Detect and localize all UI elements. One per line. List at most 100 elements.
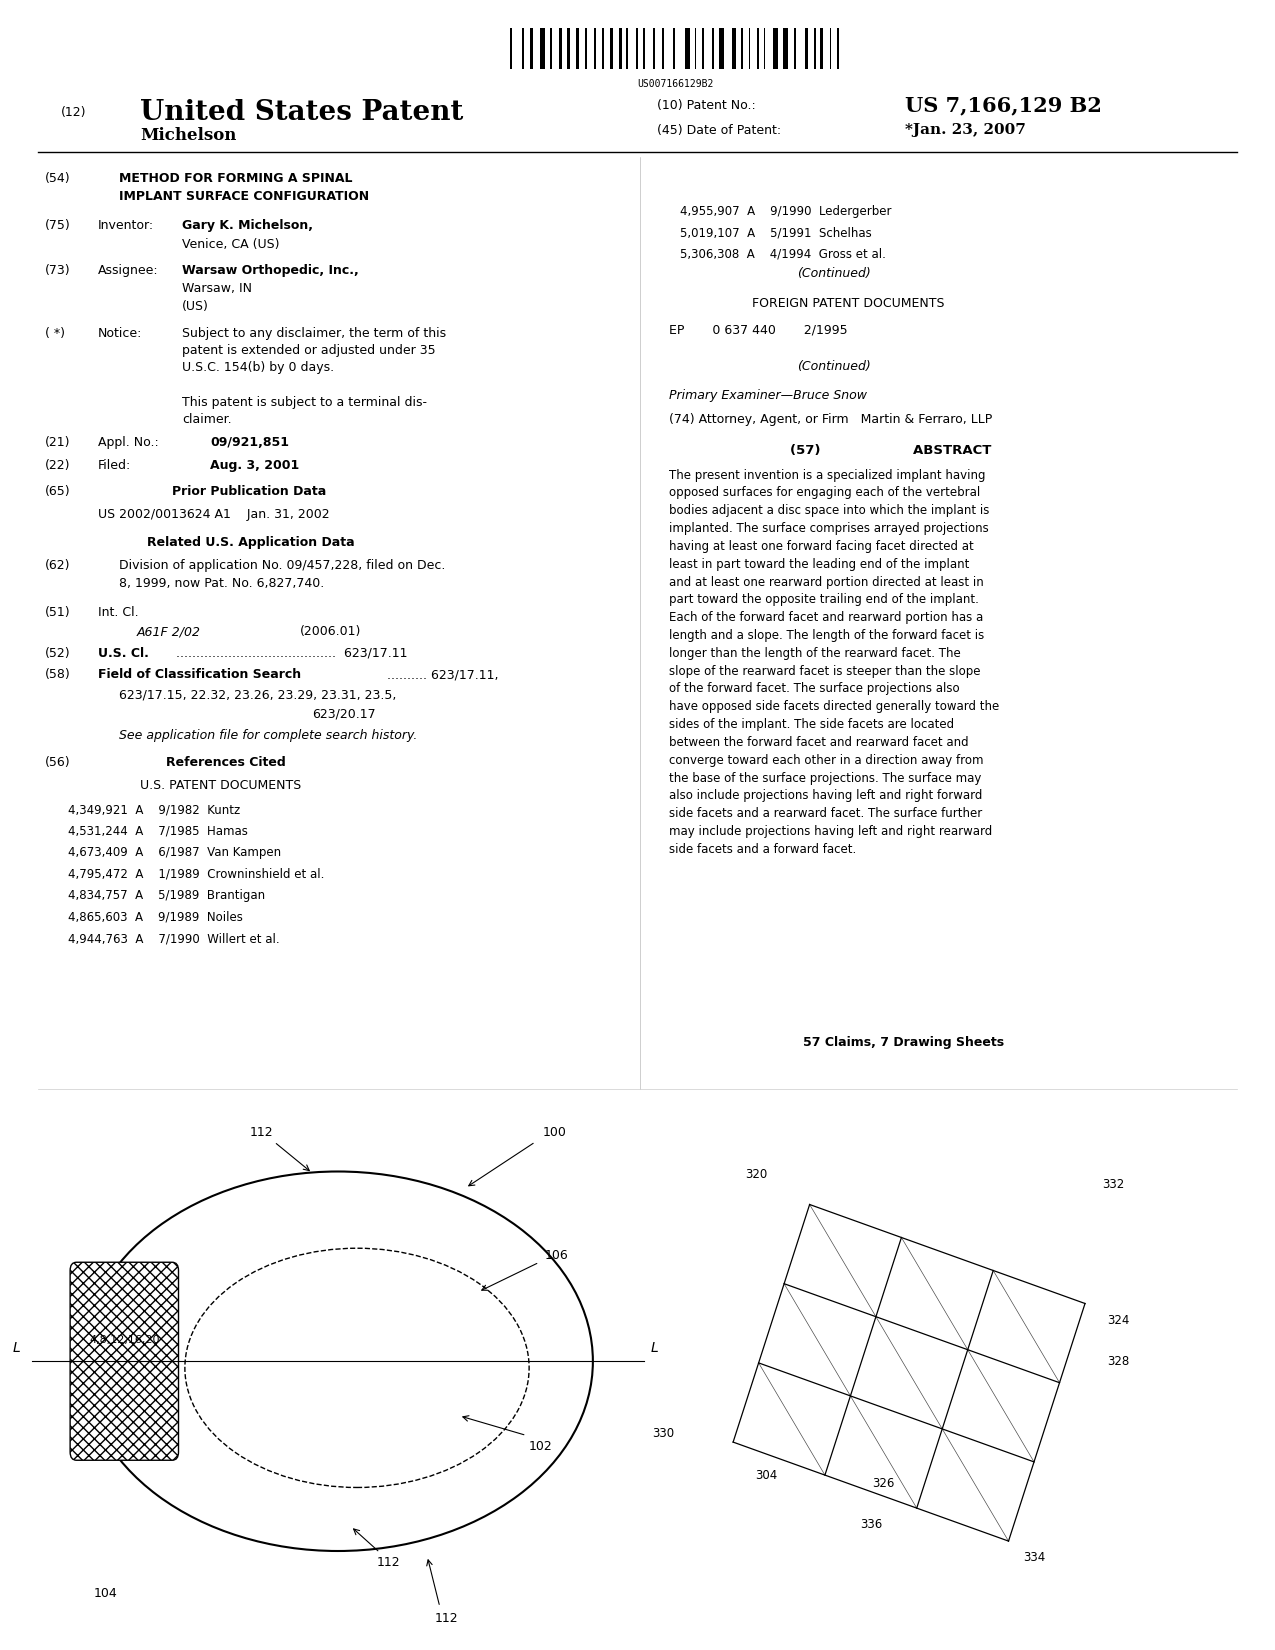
Text: (10) Patent No.:: (10) Patent No.: [657,99,755,112]
Text: may include projections having left and right rearward: may include projections having left and … [669,825,993,838]
Text: 4,8,12,16,20: 4,8,12,16,20 [89,1335,159,1345]
Text: (21): (21) [45,436,70,449]
Bar [611,28,612,69]
Text: .......... 623/17.11,: .......... 623/17.11, [382,668,499,681]
Text: 112: 112 [250,1125,273,1138]
Bar [510,28,513,69]
Text: 4,865,603  A    9/1989  Noiles: 4,865,603 A 9/1989 Noiles [68,911,242,924]
Bar [602,28,604,69]
Text: This patent is subject to a terminal dis-: This patent is subject to a terminal dis… [182,396,427,409]
Text: 332: 332 [1102,1178,1125,1191]
Text: 336: 336 [859,1518,882,1531]
Text: FOREIGN PATENT DOCUMENTS: FOREIGN PATENT DOCUMENTS [752,297,945,310]
Text: between the forward facet and rearward facet and: between the forward facet and rearward f… [669,736,969,749]
Text: length and a slope. The length of the forward facet is: length and a slope. The length of the fo… [669,629,984,642]
Text: 320: 320 [745,1168,768,1181]
Text: (52): (52) [45,647,70,660]
Text: METHOD FOR FORMING A SPINAL: METHOD FOR FORMING A SPINAL [119,172,352,185]
Text: Division of application No. 09/457,228, filed on Dec.: Division of application No. 09/457,228, … [119,559,445,573]
Text: ( *): ( *) [45,327,65,340]
Bar [521,28,524,69]
Text: patent is extended or adjusted under 35: patent is extended or adjusted under 35 [182,343,436,356]
Text: 324: 324 [1107,1313,1130,1327]
Text: US007166129B2: US007166129B2 [638,79,714,89]
Text: U.S. PATENT DOCUMENTS: U.S. PATENT DOCUMENTS [140,779,301,792]
Text: (45) Date of Patent:: (45) Date of Patent: [657,124,780,137]
Text: 112: 112 [377,1556,400,1569]
Text: Notice:: Notice: [98,327,143,340]
Text: 4,673,409  A    6/1987  Van Kampen: 4,673,409 A 6/1987 Van Kampen [68,846,280,860]
Text: See application file for complete search history.: See application file for complete search… [119,729,417,742]
Text: (75): (75) [45,219,70,233]
Bar [813,28,816,69]
Text: Int. Cl.: Int. Cl. [98,606,139,619]
Bar [643,28,645,69]
Bar [662,28,664,69]
Text: 304: 304 [755,1468,778,1482]
Text: 106: 106 [544,1249,569,1262]
Text: side facets and a rearward facet. The surface further: side facets and a rearward facet. The su… [669,807,983,820]
Bar [653,28,655,69]
Text: EP       0 637 440       2/1995: EP 0 637 440 2/1995 [669,323,848,337]
Bar [551,28,552,69]
Bar [576,28,579,69]
Text: 102: 102 [529,1440,553,1454]
Text: L: L [650,1341,658,1355]
Bar [530,28,533,69]
Text: 334: 334 [1023,1551,1046,1564]
Text: part toward the opposite trailing end of the implant.: part toward the opposite trailing end of… [669,594,979,606]
Text: (US): (US) [182,300,209,314]
Bar [636,28,639,69]
Text: (57)                    ABSTRACT: (57) ABSTRACT [790,444,992,457]
Bar [838,28,839,69]
Text: ........................................  623/17.11: ........................................… [172,647,408,660]
Text: Each of the forward facet and rearward portion has a: Each of the forward facet and rearward p… [669,610,983,624]
Text: have opposed side facets directed generally toward the: have opposed side facets directed genera… [669,700,1000,713]
Text: 4,349,921  A    9/1982  Kuntz: 4,349,921 A 9/1982 Kuntz [68,804,240,817]
Text: Aug. 3, 2001: Aug. 3, 2001 [210,459,300,472]
Bar [794,28,797,69]
Text: Gary K. Michelson,: Gary K. Michelson, [182,219,314,233]
Text: Prior Publication Data: Prior Publication Data [172,485,326,498]
Text: side facets and a forward facet.: side facets and a forward facet. [669,843,857,856]
Text: U.S.C. 154(b) by 0 days.: U.S.C. 154(b) by 0 days. [182,361,334,375]
Text: opposed surfaces for engaging each of the vertebral: opposed surfaces for engaging each of th… [669,487,980,500]
Text: (12): (12) [61,106,87,119]
Text: 4,955,907  A    9/1990  Ledergerber: 4,955,907 A 9/1990 Ledergerber [680,205,891,218]
Text: implanted. The surface comprises arrayed projections: implanted. The surface comprises arrayed… [669,521,989,535]
Text: US 7,166,129 B2: US 7,166,129 B2 [905,96,1102,116]
Bar [618,28,622,69]
Text: 623/17.15, 22.32, 23.26, 23.29, 23.31, 23.5,: 623/17.15, 22.32, 23.26, 23.29, 23.31, 2… [119,688,397,701]
Bar [774,28,779,69]
Text: claimer.: claimer. [182,412,232,426]
Text: (Continued): (Continued) [797,267,871,280]
FancyBboxPatch shape [70,1262,179,1460]
Text: 4,834,757  A    5/1989  Brantigan: 4,834,757 A 5/1989 Brantigan [68,889,265,903]
Text: *Jan. 23, 2007: *Jan. 23, 2007 [905,124,1026,137]
Text: Michelson: Michelson [140,127,237,144]
Text: (54): (54) [45,172,70,185]
Text: (56): (56) [45,756,70,769]
Text: 112: 112 [435,1612,458,1625]
Text: (58): (58) [45,668,70,681]
Bar [713,28,714,69]
Bar [701,28,704,69]
Text: (62): (62) [45,559,70,573]
Text: bodies adjacent a disc space into which the implant is: bodies adjacent a disc space into which … [669,505,989,516]
Bar [820,28,824,69]
Text: 8, 1999, now Pat. No. 6,827,740.: 8, 1999, now Pat. No. 6,827,740. [119,578,324,591]
Bar [541,28,546,69]
Bar [585,28,588,69]
Text: 330: 330 [652,1427,674,1440]
Bar [673,28,676,69]
Text: and at least one rearward portion directed at least in: and at least one rearward portion direct… [669,576,984,589]
Text: also include projections having left and right forward: also include projections having left and… [669,789,983,802]
Text: U.S. Cl.: U.S. Cl. [98,647,149,660]
Text: (65): (65) [45,485,70,498]
Text: Filed:: Filed: [98,459,131,472]
Text: Warsaw, IN: Warsaw, IN [182,282,252,295]
Text: 623/20.17: 623/20.17 [312,708,376,721]
Text: of the forward facet. The surface projections also: of the forward facet. The surface projec… [669,683,960,695]
Text: longer than the length of the rearward facet. The: longer than the length of the rearward f… [669,647,961,660]
Text: 57 Claims, 7 Drawing Sheets: 57 Claims, 7 Drawing Sheets [803,1036,1005,1049]
